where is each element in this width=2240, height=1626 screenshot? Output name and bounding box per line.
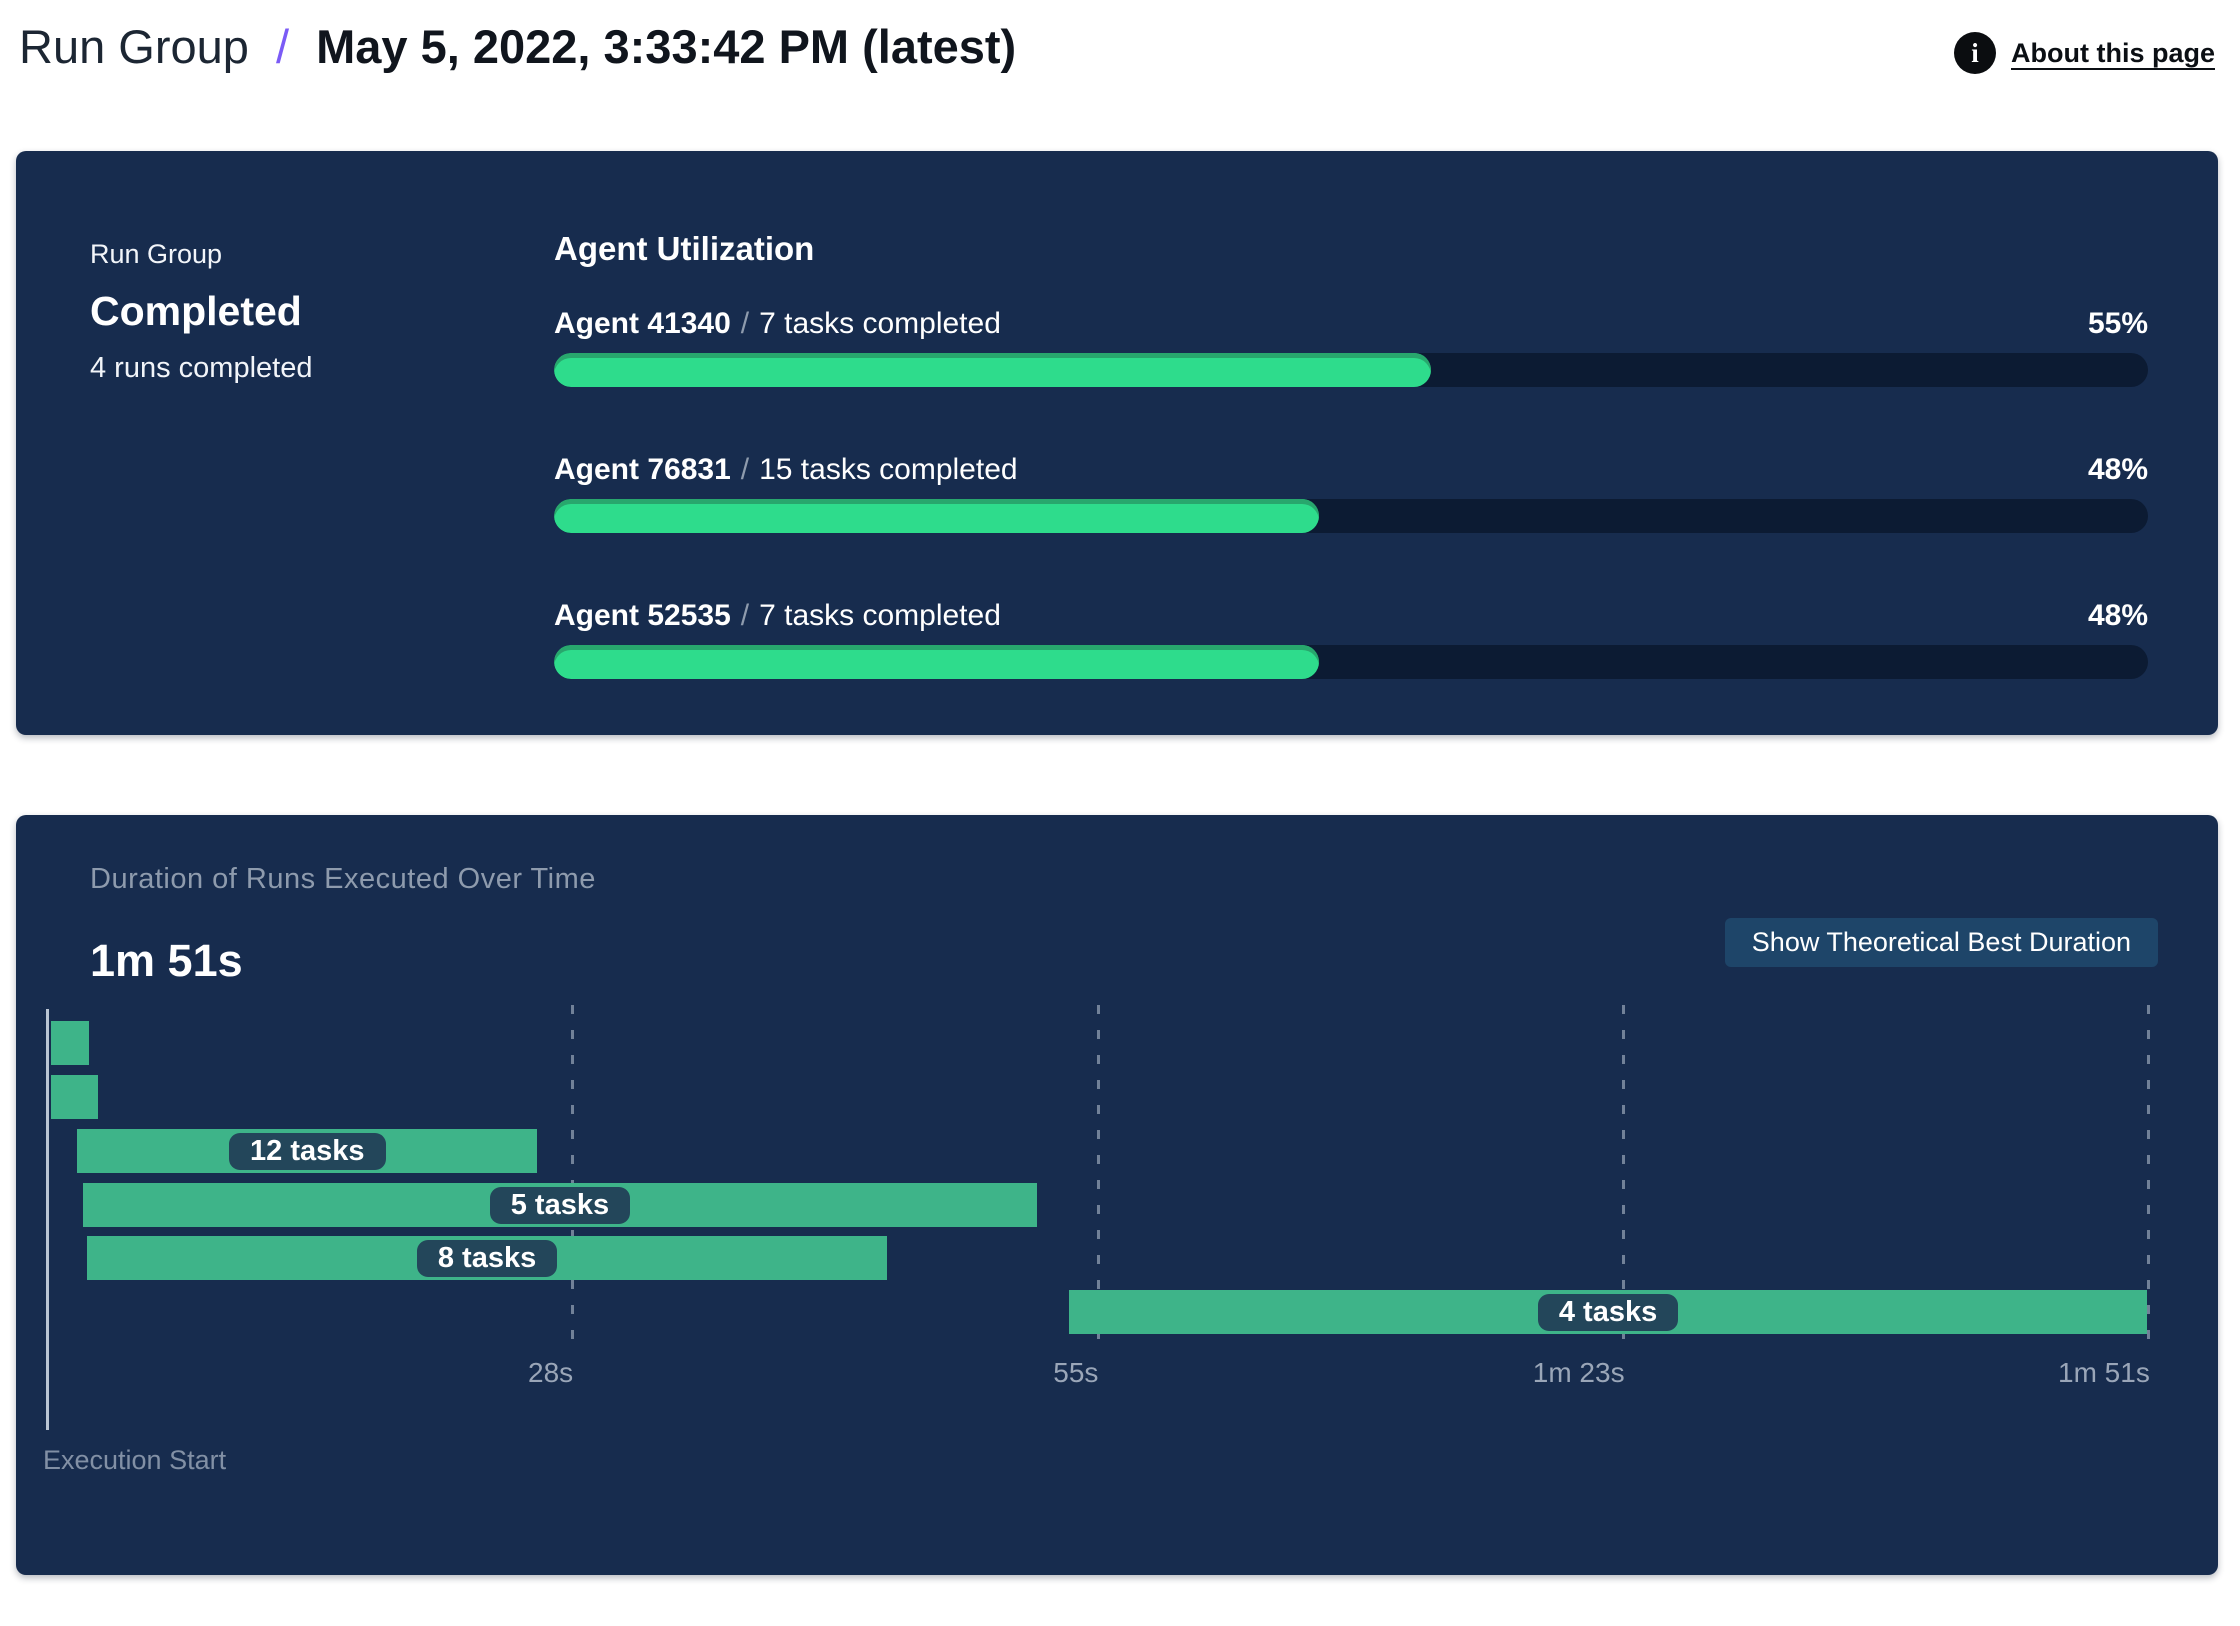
axis-tick-label: 1m 23s	[1532, 1357, 1625, 1388]
header-actions: i About this page	[1954, 32, 2215, 74]
axis-tick-label: 28s	[527, 1357, 574, 1388]
progress-fill	[554, 499, 1320, 533]
gantt-bar[interactable]: 5 tasks	[82, 1183, 1037, 1227]
agent-label: Agent 76831	[554, 453, 731, 486]
duration-total: 1m 51s	[90, 935, 243, 986]
task-count-badge: 8 tasks	[416, 1239, 558, 1277]
status-subtext: 4 runs completed	[90, 352, 313, 384]
utilization-label-line: Agent 41340 / 7 tasks completed 55%	[554, 305, 2148, 343]
execution-start-label: Execution Start	[43, 1445, 227, 1475]
agent-label-separator: /	[740, 599, 750, 632]
task-count-badge: 12 tasks	[229, 1132, 386, 1170]
header: Run Group / May 5, 2022, 3:33:42 PM (lat…	[0, 0, 2240, 78]
utilization-row: Agent 76831 / 15 tasks completed 48%	[554, 451, 2148, 533]
progress-track	[554, 499, 2148, 533]
gantt-plot: Execution Start 28s 55s 1m 23s 1m 51s 12 tas…	[43, 1005, 2150, 1475]
gantt-bar[interactable]: 12 tasks	[77, 1129, 538, 1173]
utilization-label-line: Agent 52535 / 7 tasks completed 48%	[554, 597, 2148, 635]
status-eyebrow: Run Group	[90, 239, 223, 269]
agent-utilization-panel: Agent Utilization Agent 41340 / 7 tasks …	[554, 151, 2218, 735]
agent-utilization-percent: 48%	[2087, 599, 2148, 632]
axis-tick-label: 55s	[1053, 1357, 1099, 1388]
gantt-axis-line	[46, 1009, 49, 1430]
task-count-badge: 5 tasks	[489, 1186, 631, 1224]
agent-label: Agent 52535	[554, 599, 731, 632]
progress-track	[554, 353, 2148, 387]
page-title-date: May 5, 2022, 3:33:42 PM (latest)	[316, 20, 1017, 73]
breadcrumb: Run Group	[19, 20, 249, 73]
gantt-gridline	[2147, 1005, 2150, 1350]
duration-title: Duration of Runs Executed Over Time	[90, 863, 596, 895]
status-value: Completed	[90, 288, 302, 334]
gantt-bar[interactable]	[50, 1075, 99, 1119]
agent-label-separator: /	[740, 453, 750, 486]
axis-tick-label: 1m 51s	[2058, 1357, 2150, 1388]
progress-track	[554, 645, 2148, 679]
agent-utilization-percent: 55%	[2087, 307, 2148, 340]
progress-fill	[554, 353, 1431, 387]
gantt-bar[interactable]	[50, 1021, 89, 1065]
agent-utilization-percent: 48%	[2087, 453, 2148, 486]
breadcrumb-separator: /	[275, 20, 290, 73]
agent-tasks-completed: 7 tasks completed	[759, 307, 1001, 340]
page-title: Run Group / May 5, 2022, 3:33:42 PM (lat…	[19, 16, 1016, 78]
run-status-card: Run Group Completed 4 runs completed Age…	[16, 151, 2218, 735]
show-best-duration-button[interactable]: Show Theoretical Best Duration	[1724, 918, 2158, 967]
run-status-summary: Run Group Completed 4 runs completed	[16, 151, 554, 735]
info-icon[interactable]: i	[1954, 32, 1996, 74]
gantt-bar[interactable]: 4 tasks	[1069, 1290, 2148, 1334]
utilization-rows: Agent 41340 / 7 tasks completed 55% Agen…	[554, 305, 2148, 679]
gantt-gridline	[1621, 1005, 1625, 1350]
duration-card: Duration of Runs Executed Over Time 1m 5…	[16, 815, 2218, 1575]
utilization-row: Agent 41340 / 7 tasks completed 55%	[554, 305, 2148, 387]
task-count-badge: 4 tasks	[1537, 1293, 1679, 1331]
agent-tasks-completed: 7 tasks completed	[759, 599, 1001, 632]
utilization-label-line: Agent 76831 / 15 tasks completed 48%	[554, 451, 2148, 489]
about-link[interactable]: About this page	[2011, 37, 2215, 68]
progress-fill	[554, 645, 1320, 679]
gantt-bar[interactable]: 8 tasks	[86, 1236, 888, 1280]
agent-label-separator: /	[740, 307, 750, 340]
utilization-title: Agent Utilization	[554, 230, 815, 267]
gantt-gridline	[1096, 1005, 1100, 1350]
agent-tasks-completed: 15 tasks completed	[759, 453, 1018, 486]
gantt-gridline	[571, 1005, 575, 1350]
utilization-row: Agent 52535 / 7 tasks completed 48%	[554, 597, 2148, 679]
agent-label: Agent 41340	[554, 307, 731, 340]
